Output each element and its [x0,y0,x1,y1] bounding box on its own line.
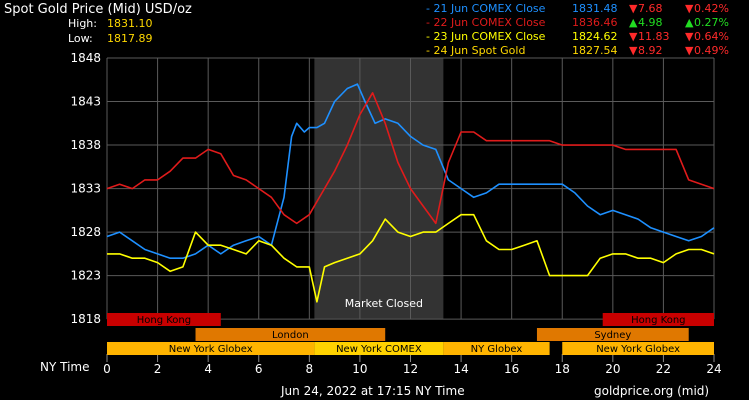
series-line-2 [106,92,715,225]
down-arrow-icon: ▼ [685,2,694,15]
source-credit: goldprice.org (mid) [594,384,710,398]
x-axis-label: NY Time [40,360,90,374]
x-tick-label: 8 [306,362,314,376]
legend-price: 1827.54 [572,44,618,57]
high-label: High: [68,17,97,30]
legend-change: 11.83 [638,30,670,43]
low-value: 1817.89 [107,32,153,45]
x-tick-label: 24 [706,362,721,376]
timestamp: Jun 24, 2022 at 17:15 NY Time [281,384,465,398]
x-tick-label: 14 [453,362,468,376]
session-band [443,342,550,355]
y-tick-label: 1838 [70,138,101,152]
legend-label: - 21 Jun COMEX Close [426,2,546,15]
down-arrow-icon: ▼ [629,44,638,57]
x-tick-label: 20 [605,362,620,376]
low-label: Low: [68,32,93,45]
session-band [602,313,714,326]
session-band [536,328,689,341]
x-tick-label: 16 [504,362,519,376]
y-tick-label: 1843 [70,95,101,109]
legend-label: - 22 Jun COMEX Close [426,16,546,29]
y-tick-label: 1833 [70,182,101,196]
legend-label: - 23 Jun COMEX Close [426,30,546,43]
x-tick-label: 10 [352,362,367,376]
y-tick-label: 1828 [70,225,101,239]
x-tick-label: 22 [656,362,671,376]
high-value: 1831.10 [107,17,153,30]
series-line-3 [107,213,715,303]
x-tick-label: 2 [154,362,162,376]
session-band [195,328,386,341]
x-tick-label: 6 [255,362,263,376]
session-label: NY Globex [471,344,523,355]
y-tick-label: 1818 [70,312,101,326]
down-arrow-icon: ▼ [629,2,638,15]
y-tick-label: 1848 [70,51,101,65]
legend-pct: 0.42% [694,2,729,15]
session-label: London [272,330,309,341]
session-label: New York Globex [596,344,680,355]
session-band [562,342,714,355]
session-label: Sydney [594,330,631,341]
legend-change: 4.98 [638,16,663,29]
market-closed-label: Market Closed [345,297,423,310]
legend-pct: 0.27% [694,16,729,29]
series-line-1 [106,83,715,260]
session-band [314,342,444,355]
x-tick-label: 18 [555,362,570,376]
up-arrow-icon: ▲ [685,16,694,29]
session-label: Hong Kong [631,315,685,326]
y-tick-label: 1823 [70,269,101,283]
legend-price: 1831.48 [572,2,618,15]
down-arrow-icon: ▼ [685,30,694,43]
down-arrow-icon: ▼ [685,44,694,57]
session-band [107,313,221,326]
legend-change: 8.92 [638,44,663,57]
session-label: Hong Kong [137,315,191,326]
chart-title: Spot Gold Price (Mid) USD/oz [4,2,192,17]
x-tick-label: 4 [204,362,212,376]
down-arrow-icon: ▼ [629,30,638,43]
legend-price: 1836.46 [572,16,618,29]
x-tick-label: 12 [403,362,418,376]
legend-price: 1824.62 [572,30,618,43]
session-label: New York Globex [169,344,253,355]
session-band [107,342,315,355]
session-label: New York COMEX [336,344,422,355]
up-arrow-icon: ▲ [629,16,638,29]
legend-change: 7.68 [638,2,663,15]
legend-label: - 24 Jun Spot Gold [426,44,526,57]
legend-pct: 0.64% [694,30,729,43]
legend-pct: 0.49% [694,44,729,57]
x-tick-label: 0 [103,362,111,376]
